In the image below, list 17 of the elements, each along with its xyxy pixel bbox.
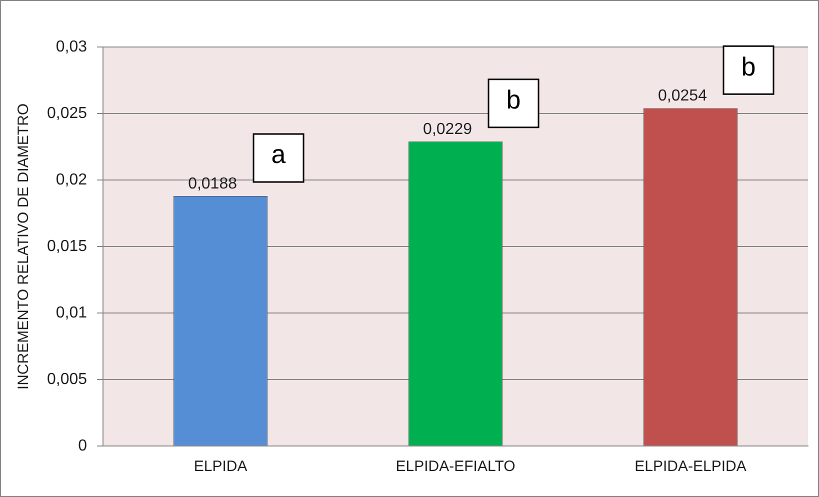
- data-label: 0,0229: [423, 120, 472, 138]
- data-label: 0,0254: [658, 88, 708, 105]
- y-tick-label: 0,015: [46, 238, 88, 255]
- y-axis-title: INCREMENTO RELATIVO DE DIAMETRO: [15, 103, 32, 390]
- y-tick-label: 0,03: [56, 38, 88, 56]
- annotation: b: [506, 84, 521, 115]
- data-label: 0,0188: [188, 175, 238, 192]
- y-tick-label: 0,005: [46, 370, 88, 388]
- y-tick-label: 0,01: [56, 304, 88, 322]
- x-tick-label: ELPIDA: [194, 458, 248, 476]
- y-tick-label: 0,02: [56, 171, 88, 188]
- annotation: b: [741, 51, 756, 82]
- annotation: a: [271, 139, 286, 170]
- y-tick-label: 0,025: [46, 104, 88, 122]
- y-tick-label: 0: [78, 437, 88, 454]
- x-tick-label: ELPIDA-ELPIDA: [634, 458, 746, 476]
- x-tick-label: ELPIDA-EFIALTO: [396, 458, 516, 476]
